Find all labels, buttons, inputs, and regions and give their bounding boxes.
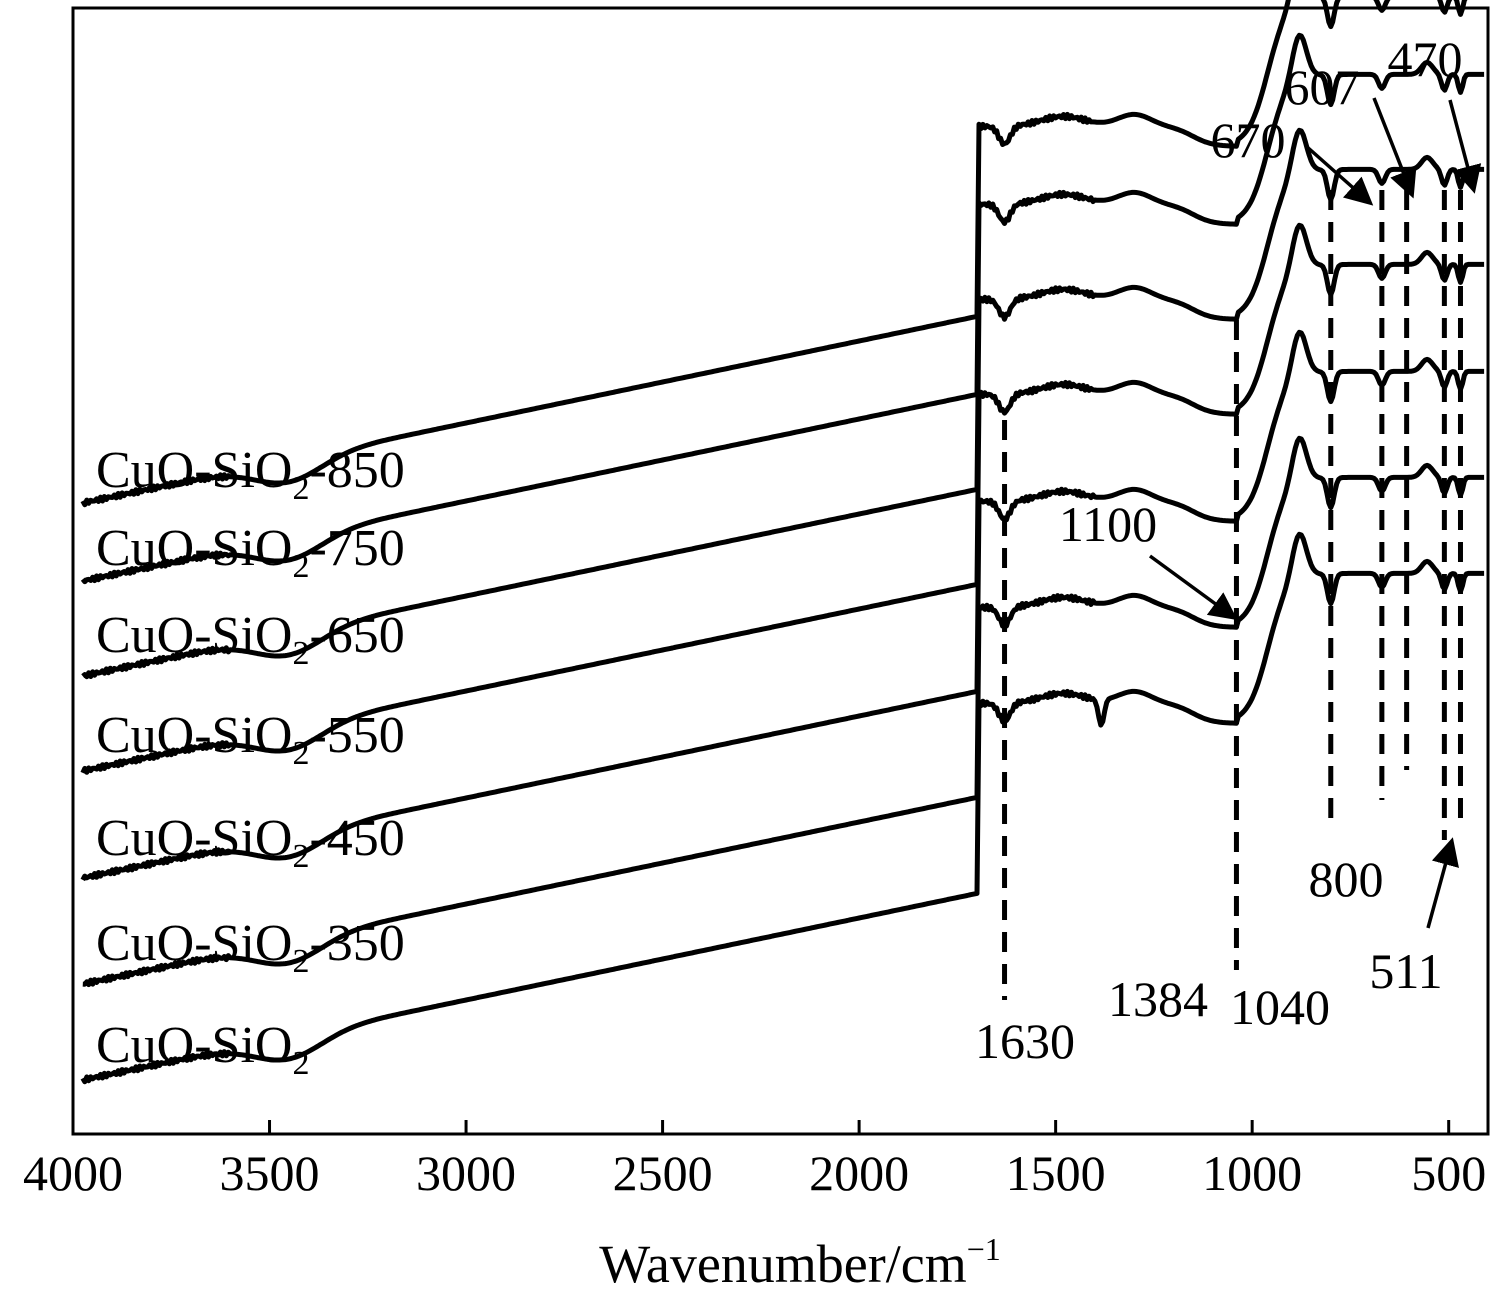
spectra-group (80, 0, 1485, 1085)
x-tick-label-4000: 4000 (23, 1145, 123, 1201)
spectrum-CuO-SiO2-750 (80, 32, 1485, 585)
series-labels: CuO-SiO2-850CuO-SiO2-750CuO-SiO2-650CuO-… (96, 442, 405, 1082)
series-label-subscript: 2 (292, 943, 309, 980)
x-tick-label-3000: 3000 (416, 1145, 516, 1201)
spectrum-CuO-SiO2-350 (82, 435, 1485, 988)
x-axis-label-superscript: −1 (967, 1231, 1001, 1267)
spectrum-CuO-SiO2-550 (80, 222, 1485, 775)
series-label-main: CuO-SiO (96, 1017, 292, 1074)
series-label-main: CuO-SiO (96, 707, 292, 764)
x-tick-label-500: 500 (1411, 1145, 1486, 1201)
series-label-CuO-SiO2-650: CuO-SiO2-650 (96, 607, 405, 672)
series-label-subscript: 2 (292, 1045, 309, 1082)
spectrum-CuO-SiO2-450 (80, 329, 1485, 882)
x-tick-label-2000: 2000 (809, 1145, 909, 1201)
x-tick-label-1000: 1000 (1202, 1145, 1302, 1201)
series-label-suffix: -350 (309, 915, 404, 972)
annotation-arrow-670 (1304, 144, 1374, 206)
spectrum-CuO-SiO2 (80, 531, 1485, 1085)
annotation-511: 511 (1369, 943, 1442, 999)
series-label-subscript: 2 (292, 548, 309, 585)
annotation-607: 607 (1285, 59, 1360, 115)
series-label-CuO-SiO2-350: CuO-SiO2-350 (96, 915, 405, 980)
annotation-800: 800 (1309, 851, 1384, 907)
annotation-arrow-1100 (1148, 554, 1238, 621)
x-axis-label: Wavenumber/cm−1 (599, 1231, 1001, 1294)
x-axis-ticks: 4000 3500 3000 2500 2000 1500 1000 500 (23, 1120, 1486, 1201)
annotation-1040: 1040 (1230, 979, 1330, 1035)
series-label-subscript: 2 (292, 635, 309, 672)
annotation-670: 670 (1211, 112, 1286, 168)
series-label-suffix: -850 (309, 442, 404, 499)
annotation-1100: 1100 (1059, 496, 1157, 552)
series-label-subscript: 2 (292, 735, 309, 772)
x-tick-label-3500: 3500 (220, 1145, 320, 1201)
series-label-main: CuO-SiO (96, 520, 292, 577)
series-label-CuO-SiO2-450: CuO-SiO2-450 (96, 810, 405, 875)
series-label-CuO-SiO2: CuO-SiO2 (96, 1017, 309, 1082)
series-label-CuO-SiO2-550: CuO-SiO2-550 (96, 707, 405, 772)
series-label-CuO-SiO2-750: CuO-SiO2-750 (96, 520, 405, 585)
series-label-suffix: -650 (309, 607, 404, 664)
annotation-470: 470 (1388, 31, 1463, 87)
x-tick-label-2500: 2500 (613, 1145, 713, 1201)
series-label-subscript: 2 (292, 838, 309, 875)
annotation-arrow-511 (1426, 837, 1459, 929)
spectrum-CuO-SiO2-850 (80, 0, 1468, 508)
series-label-main: CuO-SiO (96, 442, 292, 499)
x-tick-label-1500: 1500 (1006, 1145, 1106, 1201)
annotation-1384: 1384 (1108, 971, 1208, 1027)
series-label-CuO-SiO2-850: CuO-SiO2-850 (96, 442, 405, 507)
annotation-arrow-607 (1372, 97, 1417, 199)
annotation-1630: 1630 (975, 1013, 1075, 1069)
series-label-suffix: -550 (309, 707, 404, 764)
series-label-suffix: -750 (309, 520, 404, 577)
series-label-main: CuO-SiO (96, 915, 292, 972)
series-label-subscript: 2 (292, 470, 309, 507)
spectrum-CuO-SiO2-650 (81, 127, 1485, 680)
series-label-suffix: -450 (309, 810, 404, 867)
plot-frame (71, 6, 1490, 1136)
x-axis-label-main: Wavenumber/cm (599, 1234, 967, 1294)
series-label-main: CuO-SiO (96, 810, 292, 867)
series-label-main: CuO-SiO (96, 607, 292, 664)
annotation-arrow-470 (1448, 99, 1482, 194)
